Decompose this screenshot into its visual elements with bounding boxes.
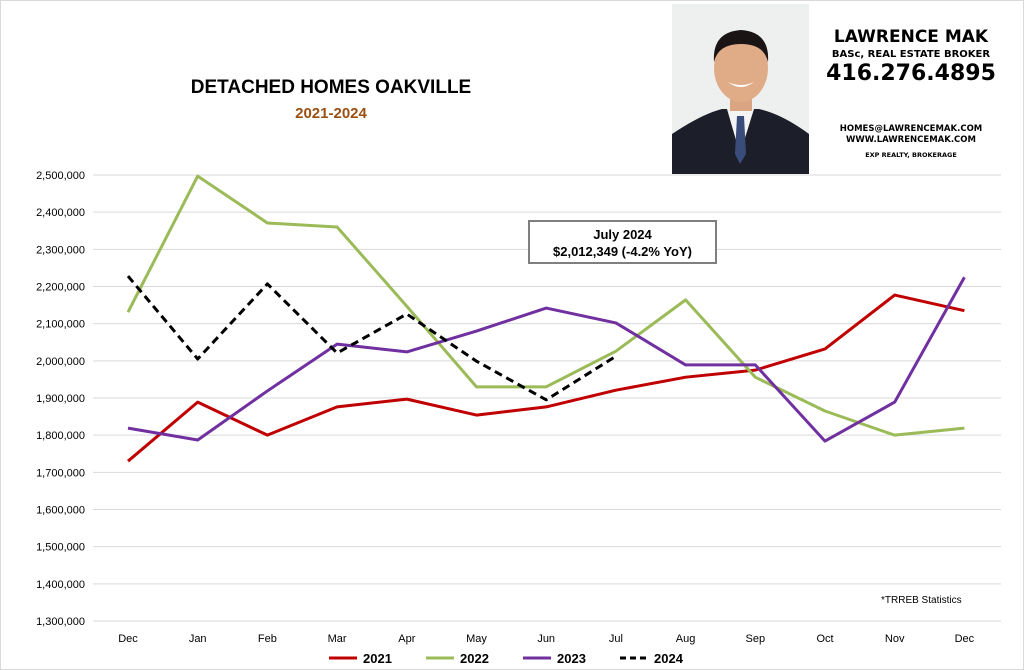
y-tick-label: 1,400,000 bbox=[36, 579, 85, 591]
annotation-line1: July 2024 bbox=[593, 227, 652, 242]
agent-phone: 416.276.4895 bbox=[826, 61, 996, 86]
y-tick-label: 1,500,000 bbox=[36, 542, 85, 554]
y-tick-label: 2,000,000 bbox=[36, 356, 85, 368]
x-tick-label: Jul bbox=[609, 633, 623, 645]
y-tick-label: 1,800,000 bbox=[36, 430, 85, 442]
x-tick-label: Aug bbox=[676, 633, 696, 645]
x-tick-label: Jan bbox=[189, 633, 207, 645]
chart-subtitle: 2021-2024 bbox=[295, 105, 367, 122]
series-line-2024 bbox=[126, 275, 617, 402]
x-tick-label: Jun bbox=[537, 633, 555, 645]
x-tick-label: May bbox=[466, 633, 487, 645]
x-tick-label: Oct bbox=[816, 633, 833, 645]
chart-title: DETACHED HOMES OAKVILLE bbox=[190, 77, 472, 98]
y-tick-label: 1,600,000 bbox=[36, 505, 85, 517]
agent-email: HOMES@LAWRENCEMAK.COM bbox=[839, 124, 983, 134]
series-line-2023 bbox=[127, 276, 966, 443]
footnote: *TRREB Statistics bbox=[881, 595, 962, 606]
y-tick-label: 2,200,000 bbox=[36, 282, 85, 294]
annotation-line2: $2,012,349 (-4.2% YoY) bbox=[553, 244, 692, 259]
legend-label-2021: 2021 bbox=[363, 651, 392, 666]
y-tick-label: 2,300,000 bbox=[36, 244, 85, 256]
agent-website: WWW.LAWRENCEMAK.COM bbox=[846, 135, 976, 145]
y-tick-label: 1,300,000 bbox=[36, 616, 85, 628]
x-tick-label: Dec bbox=[118, 633, 138, 645]
series-line-2021 bbox=[127, 293, 965, 463]
agent-card: LAWRENCE MAK BASc, REAL ESTATE BROKER 41… bbox=[816, 27, 1006, 159]
x-tick-label: Sep bbox=[746, 633, 766, 645]
agent-brokerage: EXP REALTY, BROKERAGE bbox=[865, 151, 957, 159]
legend-label-2022: 2022 bbox=[460, 651, 489, 666]
annotation-box: July 2024 $2,012,349 (-4.2% YoY) bbox=[528, 220, 717, 264]
y-tick-label: 2,500,000 bbox=[36, 170, 85, 182]
legend-label-2024: 2024 bbox=[654, 651, 684, 666]
series-line-2022 bbox=[126, 174, 965, 437]
x-tick-label: Dec bbox=[955, 633, 975, 645]
x-tick-label: Nov bbox=[885, 633, 905, 645]
agent-credentials: BASc, REAL ESTATE BROKER bbox=[831, 49, 991, 60]
y-tick-label: 1,900,000 bbox=[36, 393, 85, 405]
x-tick-label: Feb bbox=[258, 633, 277, 645]
x-tick-label: Apr bbox=[398, 633, 415, 645]
legend-label-2023: 2023 bbox=[557, 651, 586, 666]
y-tick-label: 2,400,000 bbox=[36, 207, 85, 219]
y-tick-label: 1,700,000 bbox=[36, 467, 85, 479]
agent-name: LAWRENCE MAK bbox=[833, 27, 989, 47]
agent-photo bbox=[672, 4, 809, 174]
y-tick-label: 2,100,000 bbox=[36, 319, 85, 331]
x-tick-label: Mar bbox=[328, 633, 347, 645]
